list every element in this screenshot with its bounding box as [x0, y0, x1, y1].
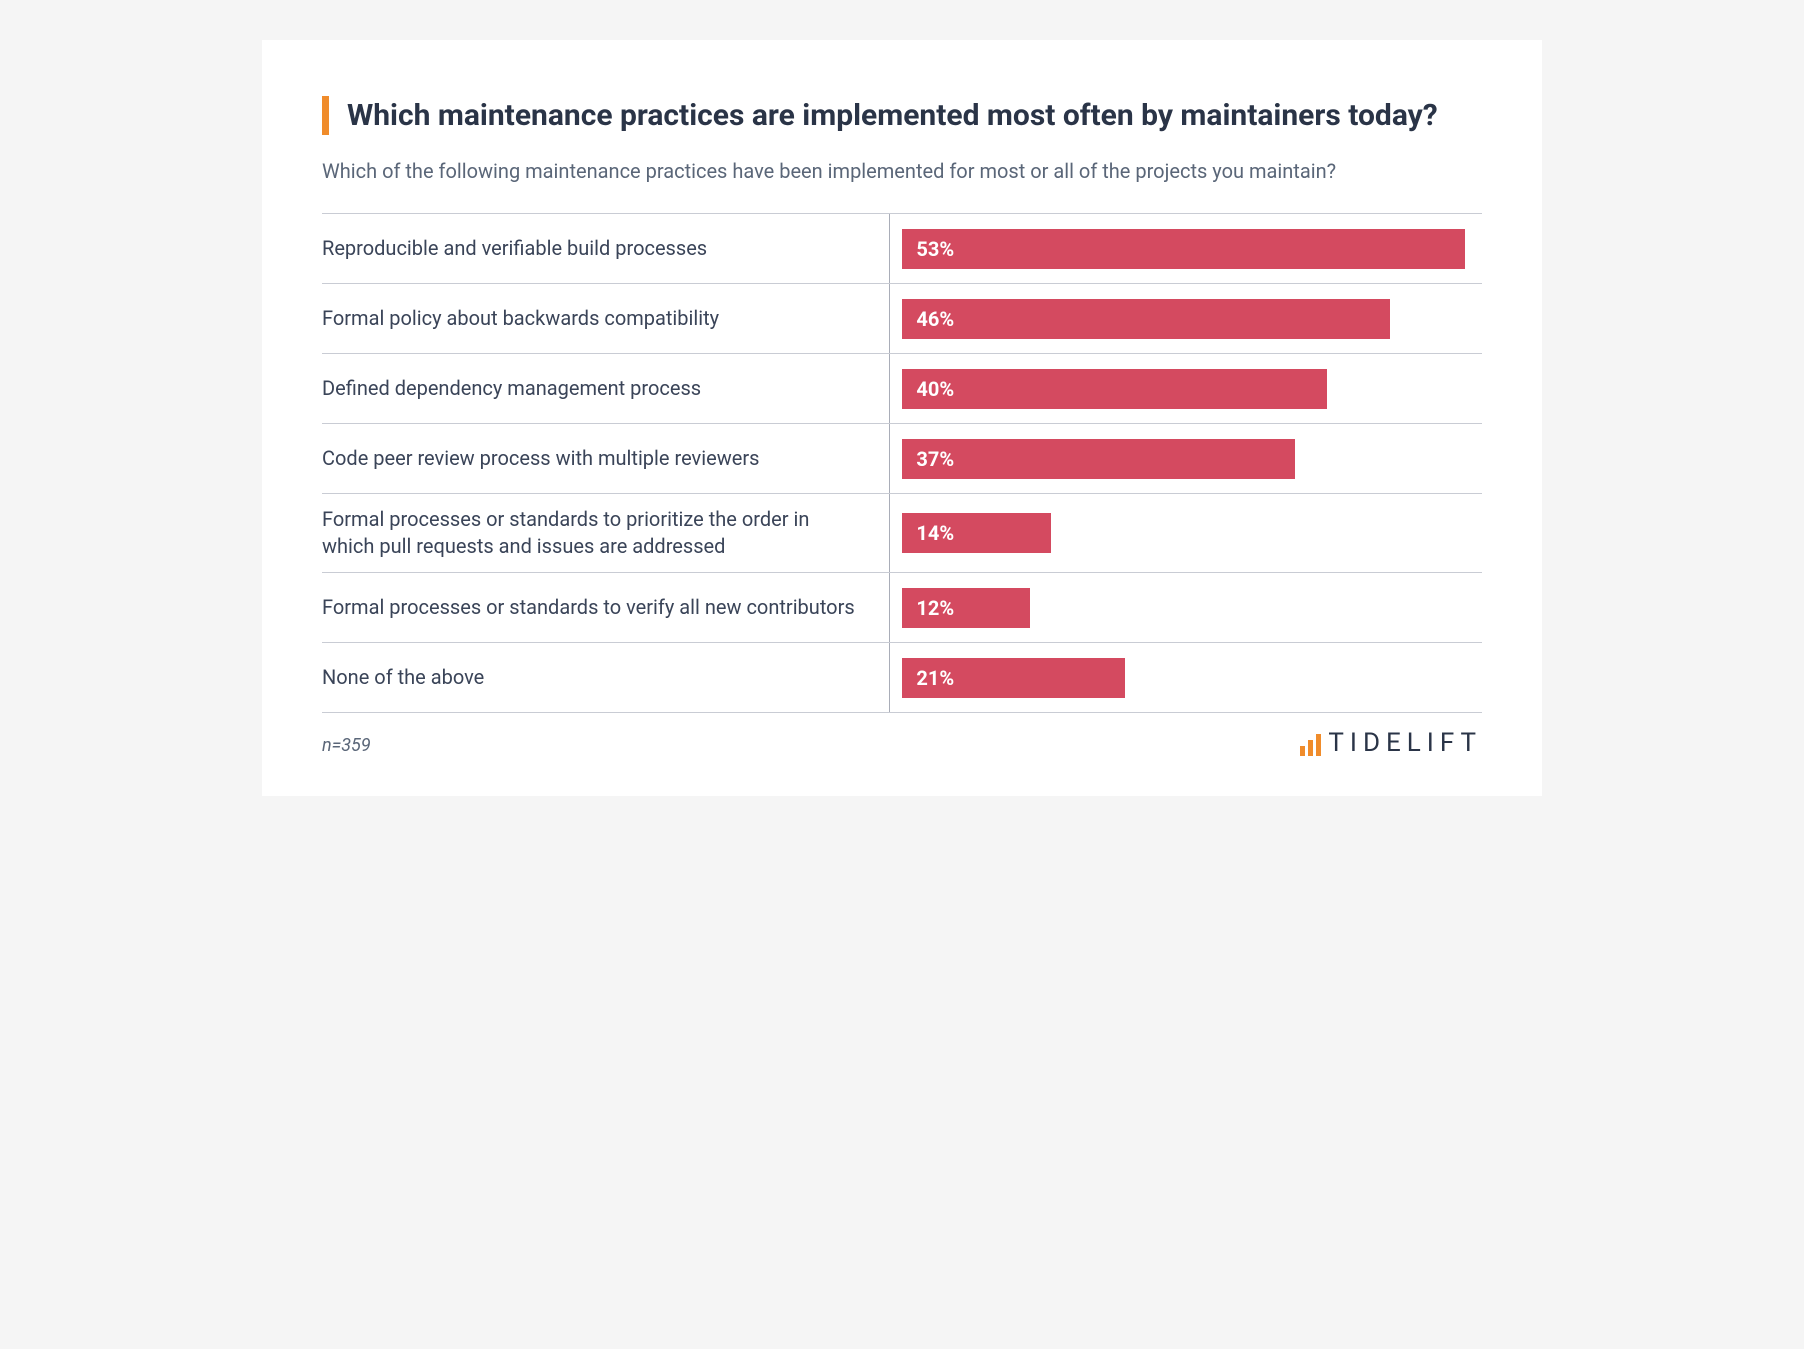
row-bar-cell: 21% [890, 643, 1482, 712]
row-bar-cell: 37% [890, 424, 1482, 493]
bar: 12% [902, 588, 1029, 628]
chart-row: Code peer review process with multiple r… [322, 424, 1482, 494]
row-label: Code peer review process with multiple r… [322, 424, 890, 493]
row-label: Defined dependency management process [322, 354, 890, 423]
row-bar-cell: 40% [890, 354, 1482, 423]
chart-row: Reproducible and verifiable build proces… [322, 214, 1482, 284]
logo-mark-icon [1300, 734, 1321, 758]
bar: 37% [902, 439, 1294, 479]
bar: 53% [902, 229, 1464, 269]
chart-row: None of the above 21% [322, 643, 1482, 713]
logo-text: TIDELIFT [1328, 728, 1482, 758]
accent-bar [322, 96, 329, 135]
chart-row: Defined dependency management process 40% [322, 354, 1482, 424]
bar: 14% [902, 513, 1051, 553]
row-label: Formal processes or standards to priorit… [322, 494, 890, 572]
chart-row: Formal processes or standards to verify … [322, 573, 1482, 643]
title-block: Which maintenance practices are implemen… [322, 96, 1482, 135]
chart-row: Formal policy about backwards compatibil… [322, 284, 1482, 354]
bar: 21% [902, 658, 1125, 698]
row-label: Reproducible and verifiable build proces… [322, 214, 890, 283]
row-bar-cell: 46% [890, 284, 1482, 353]
bar: 46% [902, 299, 1390, 339]
row-bar-cell: 53% [890, 214, 1482, 283]
row-bar-cell: 12% [890, 573, 1482, 642]
chart-card: Which maintenance practices are implemen… [262, 40, 1542, 796]
bar-chart: Reproducible and verifiable build proces… [322, 213, 1482, 713]
row-label: Formal processes or standards to verify … [322, 573, 890, 642]
row-label: None of the above [322, 643, 890, 712]
chart-row: Formal processes or standards to priorit… [322, 494, 1482, 573]
bar: 40% [902, 369, 1326, 409]
chart-subtitle: Which of the following maintenance pract… [322, 159, 1482, 183]
chart-title: Which maintenance practices are implemen… [347, 96, 1438, 135]
row-label: Formal policy about backwards compatibil… [322, 284, 890, 353]
row-bar-cell: 14% [890, 494, 1482, 572]
tidelift-logo: TIDELIFT [1300, 728, 1482, 758]
